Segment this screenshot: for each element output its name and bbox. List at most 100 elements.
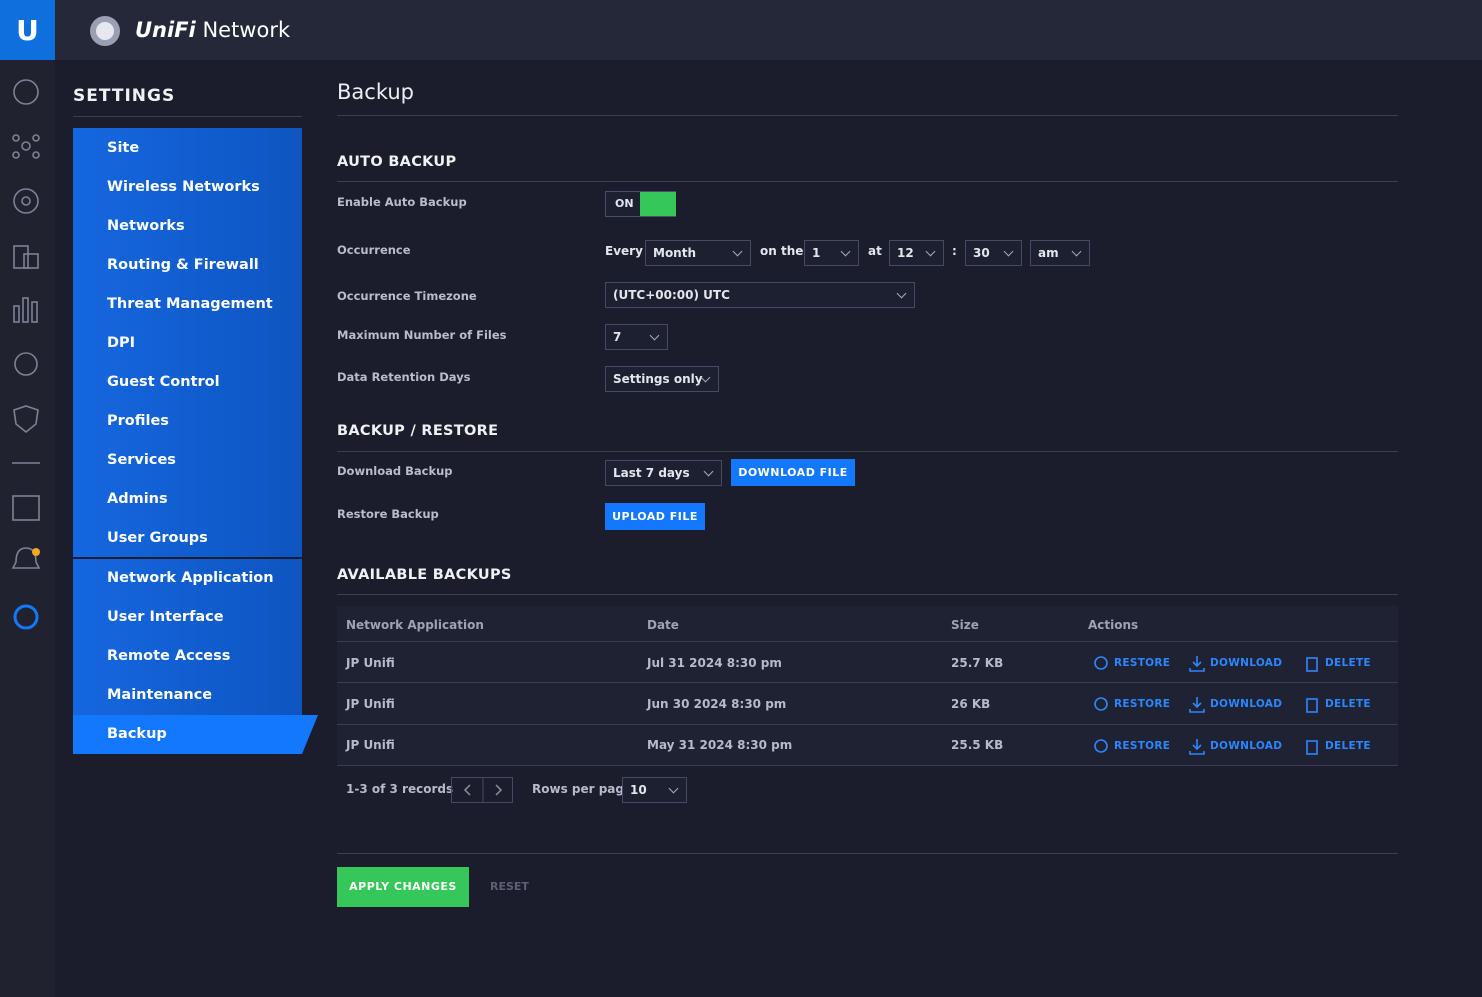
action-text: DOWNLOAD	[1210, 740, 1283, 752]
delete-action[interactable]: DELETE	[1306, 740, 1371, 755]
reset-button[interactable]: RESET	[490, 880, 529, 893]
menu-item[interactable]: Routing & Firewall	[107, 257, 259, 273]
action-text: RESTORE	[1114, 698, 1171, 710]
icon	[1306, 698, 1318, 713]
menu-item[interactable]: Wireless Networks	[107, 179, 260, 195]
field-label: Data Retention Days	[337, 370, 471, 384]
settings-menu: Site Wireless Networks Networks Routing …	[73, 128, 302, 557]
icon-rail	[0, 0, 55, 997]
apply-button[interactable]: APPLY CHANGES	[337, 867, 469, 907]
cell: JP Unifi	[346, 738, 395, 752]
field-label: Enable Auto Backup	[337, 195, 467, 209]
icon	[1306, 657, 1318, 672]
text: :	[952, 244, 957, 258]
row-divider	[337, 724, 1398, 725]
select[interactable]: Last 7 days	[605, 460, 722, 486]
menu-item[interactable]: DPI	[107, 335, 136, 351]
divider	[337, 115, 1398, 116]
menu-item-active[interactable]: Backup	[73, 715, 318, 754]
divider	[337, 853, 1398, 854]
select[interactable]: (UTC+00:00) UTC	[605, 282, 915, 308]
action-text: DELETE	[1325, 698, 1371, 710]
cell: Jul 31 2024 8:30 pm	[647, 656, 782, 670]
menu-item[interactable]: Services	[107, 452, 176, 468]
restore-action[interactable]: RESTORE	[1094, 697, 1171, 711]
toggle[interactable]: ON	[605, 191, 676, 217]
select[interactable]: 1	[804, 240, 859, 266]
brand-name: UniFi	[135, 18, 196, 42]
text: Every	[605, 244, 643, 258]
menu-item[interactable]: Network Application	[107, 570, 274, 586]
action-text: RESTORE	[1114, 740, 1171, 752]
cell: Jun 30 2024 8:30 pm	[647, 697, 787, 711]
rail-icons	[11, 79, 41, 630]
field-label: Restore Backup	[337, 507, 439, 521]
restore-action[interactable]: RESTORE	[1094, 739, 1171, 753]
icon	[1306, 740, 1318, 755]
menu-item[interactable]: Maintenance	[107, 687, 213, 703]
row-divider	[337, 765, 1398, 766]
product-name: Network	[202, 18, 291, 42]
field-label: Occurrence	[337, 243, 411, 257]
input-value: 7	[613, 330, 622, 344]
cell: May 31 2024 8:30 pm	[647, 738, 793, 752]
cell: JP Unifi	[346, 697, 395, 711]
menu-item[interactable]: User Interface	[107, 609, 224, 625]
select[interactable]: 10	[622, 777, 687, 803]
column-header: Size	[951, 618, 979, 632]
column-header: Date	[647, 618, 679, 632]
menu-item[interactable]: Profiles	[107, 413, 169, 429]
field-label: Maximum Number of Files	[337, 328, 507, 342]
restore-action[interactable]: RESTORE	[1094, 656, 1171, 670]
download-action[interactable]: DOWNLOAD	[1189, 656, 1282, 672]
text: on the	[760, 244, 804, 258]
field-label: Download Backup	[337, 464, 453, 478]
menu-item[interactable]: Remote Access	[107, 648, 231, 664]
delete-action[interactable]: DELETE	[1306, 698, 1371, 713]
download-action[interactable]: DOWNLOAD	[1189, 697, 1282, 713]
icon	[1094, 656, 1108, 670]
menu-item[interactable]: Networks	[107, 218, 185, 234]
row-divider	[337, 682, 1398, 683]
backups-table: Network Application Date Size Actions JP…	[337, 606, 1398, 766]
action-text: DELETE	[1325, 740, 1371, 752]
menu-item[interactable]: User Groups	[107, 530, 208, 546]
divider	[337, 594, 1398, 595]
pager[interactable]	[451, 777, 513, 803]
brand: UniFi Network	[135, 18, 290, 42]
section-title: BACKUP / RESTORE	[337, 423, 499, 439]
logo[interactable]: U	[0, 0, 55, 60]
cell: 26 KB	[951, 697, 991, 711]
toggle-text: ON	[615, 197, 634, 210]
column-header: Network Application	[346, 618, 484, 632]
row-divider	[337, 641, 1398, 642]
divider	[337, 181, 1398, 182]
menu-item[interactable]: Admins	[107, 491, 168, 507]
menu-item[interactable]: Threat Management	[107, 296, 273, 312]
download-action[interactable]: DOWNLOAD	[1189, 739, 1283, 755]
menu-item[interactable]: Guest Control	[107, 374, 220, 390]
select[interactable]: Settings only	[605, 366, 719, 392]
page-title: Backup	[337, 80, 414, 104]
delete-action[interactable]: DELETE	[1306, 657, 1371, 672]
settings-menu: Network Application User Interface Remot…	[73, 559, 302, 752]
icon	[1094, 697, 1108, 711]
action-text: RESTORE	[1114, 657, 1171, 669]
brand-icon	[90, 16, 120, 46]
select[interactable]: am	[1030, 240, 1090, 266]
cell: JP Unifi	[346, 656, 395, 670]
icon	[1094, 739, 1108, 753]
action-text: DELETE	[1325, 657, 1371, 669]
menu-item[interactable]: Site	[107, 140, 140, 156]
cell: 25.7 KB	[951, 656, 1004, 670]
column-header: Actions	[1088, 618, 1139, 632]
field-label: Occurrence Timezone	[337, 289, 477, 303]
input[interactable]: 7	[605, 324, 668, 350]
upload-button[interactable]: UPLOAD FILE	[605, 503, 705, 530]
select[interactable]: 12	[889, 240, 944, 266]
download-button[interactable]: DOWNLOAD FILE	[731, 459, 855, 486]
select[interactable]: 30	[965, 240, 1022, 266]
select[interactable]: Month	[645, 240, 751, 266]
icon	[1189, 697, 1205, 713]
